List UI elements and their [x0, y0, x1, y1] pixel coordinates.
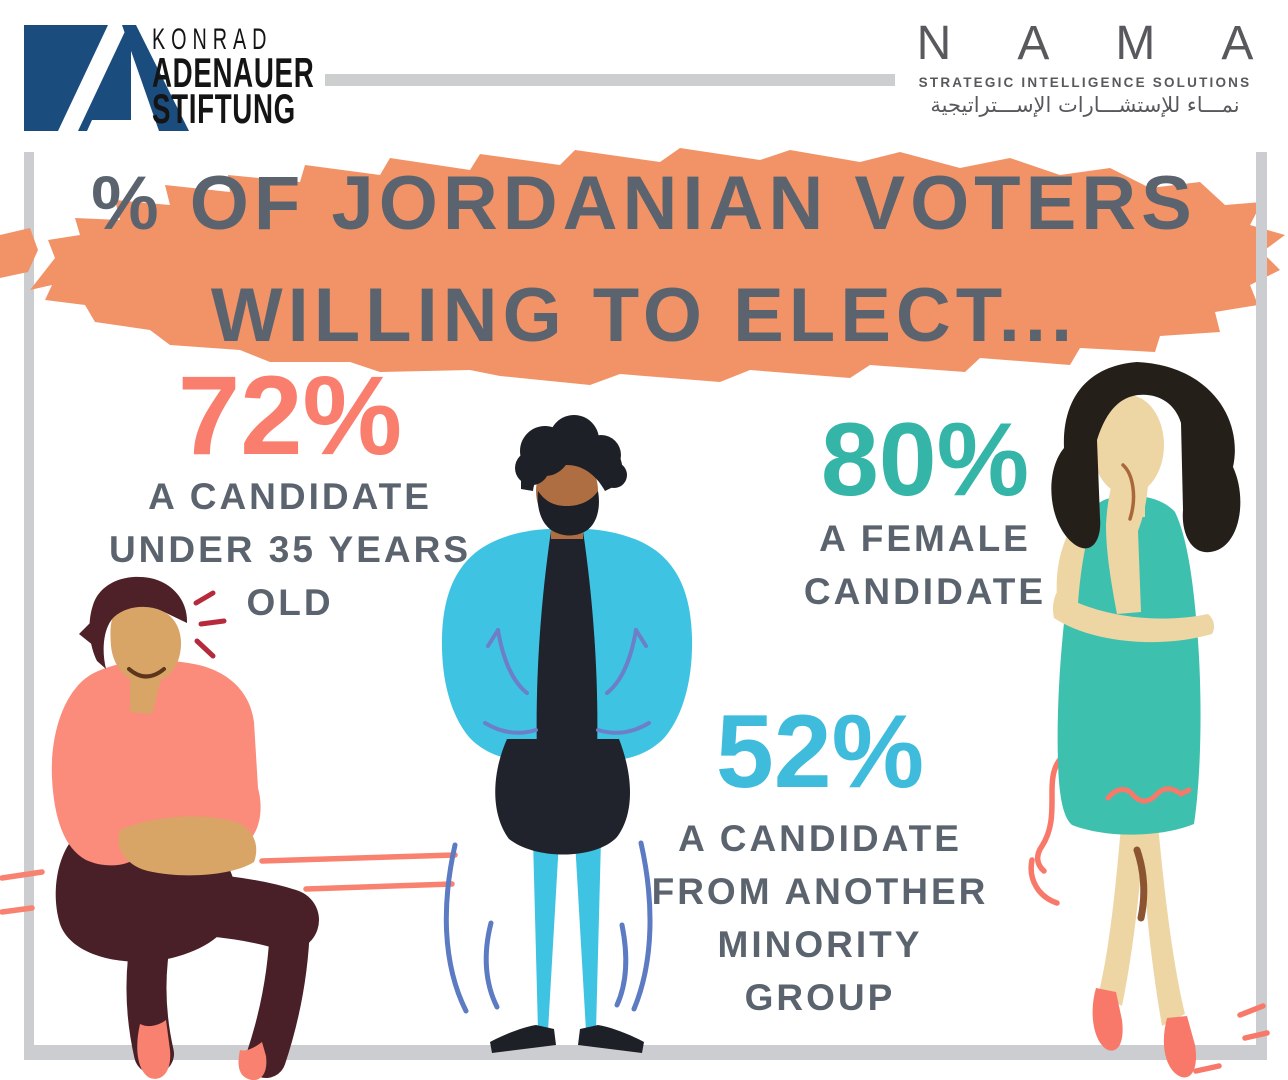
kas-logo-a-leg: [122, 25, 189, 131]
stat-minority-label-3: MINORITY: [717, 924, 923, 965]
stat-under35-label-3: OLD: [246, 582, 334, 623]
stat-minority: 52% A CANDIDATE FROM ANOTHER MINORITY GR…: [635, 694, 1005, 1024]
stat-female-label-1: A FEMALE: [819, 518, 1031, 559]
stat-minority-label-4: GROUP: [744, 977, 896, 1018]
pocket-stitching: [483, 628, 651, 735]
stat-minority-value: 52%: [715, 694, 925, 810]
kas-line-adenauer: ADENAUER: [152, 49, 315, 96]
frame-border-right: [1256, 152, 1267, 1060]
stat-minority-label-1: A CANDIDATE: [678, 818, 962, 859]
nama-arabic-text: نمـــاء للإستشـــارات الإســـتراتيجية: [930, 93, 1240, 117]
spark-dashes: [1193, 1003, 1270, 1074]
frame-border-bottom: [24, 1045, 1267, 1060]
stat-under35: 72% A CANDIDATE UNDER 35 YEARS OLD: [55, 353, 525, 629]
frame-border-left: [24, 152, 34, 1060]
decor-squiggles: [1028, 749, 1071, 906]
illustration-sitting-man: [0, 576, 458, 1080]
illustration-woman: [1028, 362, 1270, 1078]
kas-line-stiftung: STIFTUNG: [152, 85, 296, 132]
konrad-adenauer-stiftung-logo: [24, 25, 189, 131]
stat-female-label-2: CANDIDATE: [803, 571, 1047, 612]
curly-hair: [515, 415, 627, 491]
nama-tagline: STRATEGIC INTELLIGENCE SOLUTIONS: [918, 75, 1252, 90]
title-highlight-brush: [0, 148, 1285, 385]
bench-lines: [0, 852, 458, 915]
kas-logo-stripe: [58, 25, 128, 131]
kas-logo-notch: [87, 120, 157, 131]
motion-lines: [443, 840, 653, 1014]
speech-marks: [193, 590, 227, 659]
nama-logo: NAMA STRATEGIC INTELLIGENCE SOLUTIONS نم…: [903, 18, 1267, 118]
stat-under35-value: 72%: [177, 353, 403, 478]
stat-under35-label-2: UNDER 35 YEARS: [108, 529, 472, 570]
stat-female: 80% A FEMALE CANDIDATE: [760, 408, 1090, 618]
header-divider-bar: [325, 74, 895, 86]
kas-logo-text: KONRAD ADENAUER STIFTUNG: [152, 23, 315, 132]
stat-minority-label-2: FROM ANOTHER: [651, 871, 989, 912]
page-title-line1: % OF JORDANIAN VOTERS: [91, 161, 1197, 246]
kas-line-konrad: KONRAD: [152, 23, 273, 56]
nama-wordmark: NAMA: [916, 17, 1288, 70]
stat-under35-label-1: A CANDIDATE: [148, 476, 432, 517]
stat-female-value: 80%: [820, 402, 1030, 518]
illustration-standing-man: [441, 415, 693, 1053]
page-title-line2: WILLING TO ELECT...: [210, 273, 1078, 358]
